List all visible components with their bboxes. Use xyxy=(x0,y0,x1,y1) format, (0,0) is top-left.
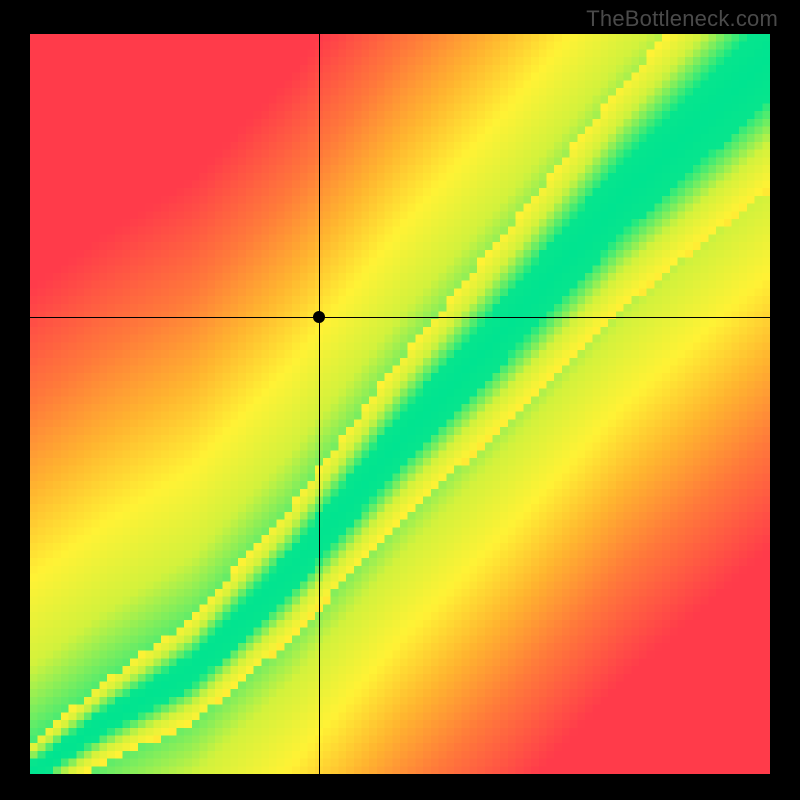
heatmap-canvas xyxy=(30,34,770,774)
watermark-text: TheBottleneck.com xyxy=(586,6,778,32)
crosshair-vertical xyxy=(319,34,320,774)
data-point-marker xyxy=(313,311,325,323)
plot-area xyxy=(30,34,770,774)
crosshair-horizontal xyxy=(30,317,770,318)
